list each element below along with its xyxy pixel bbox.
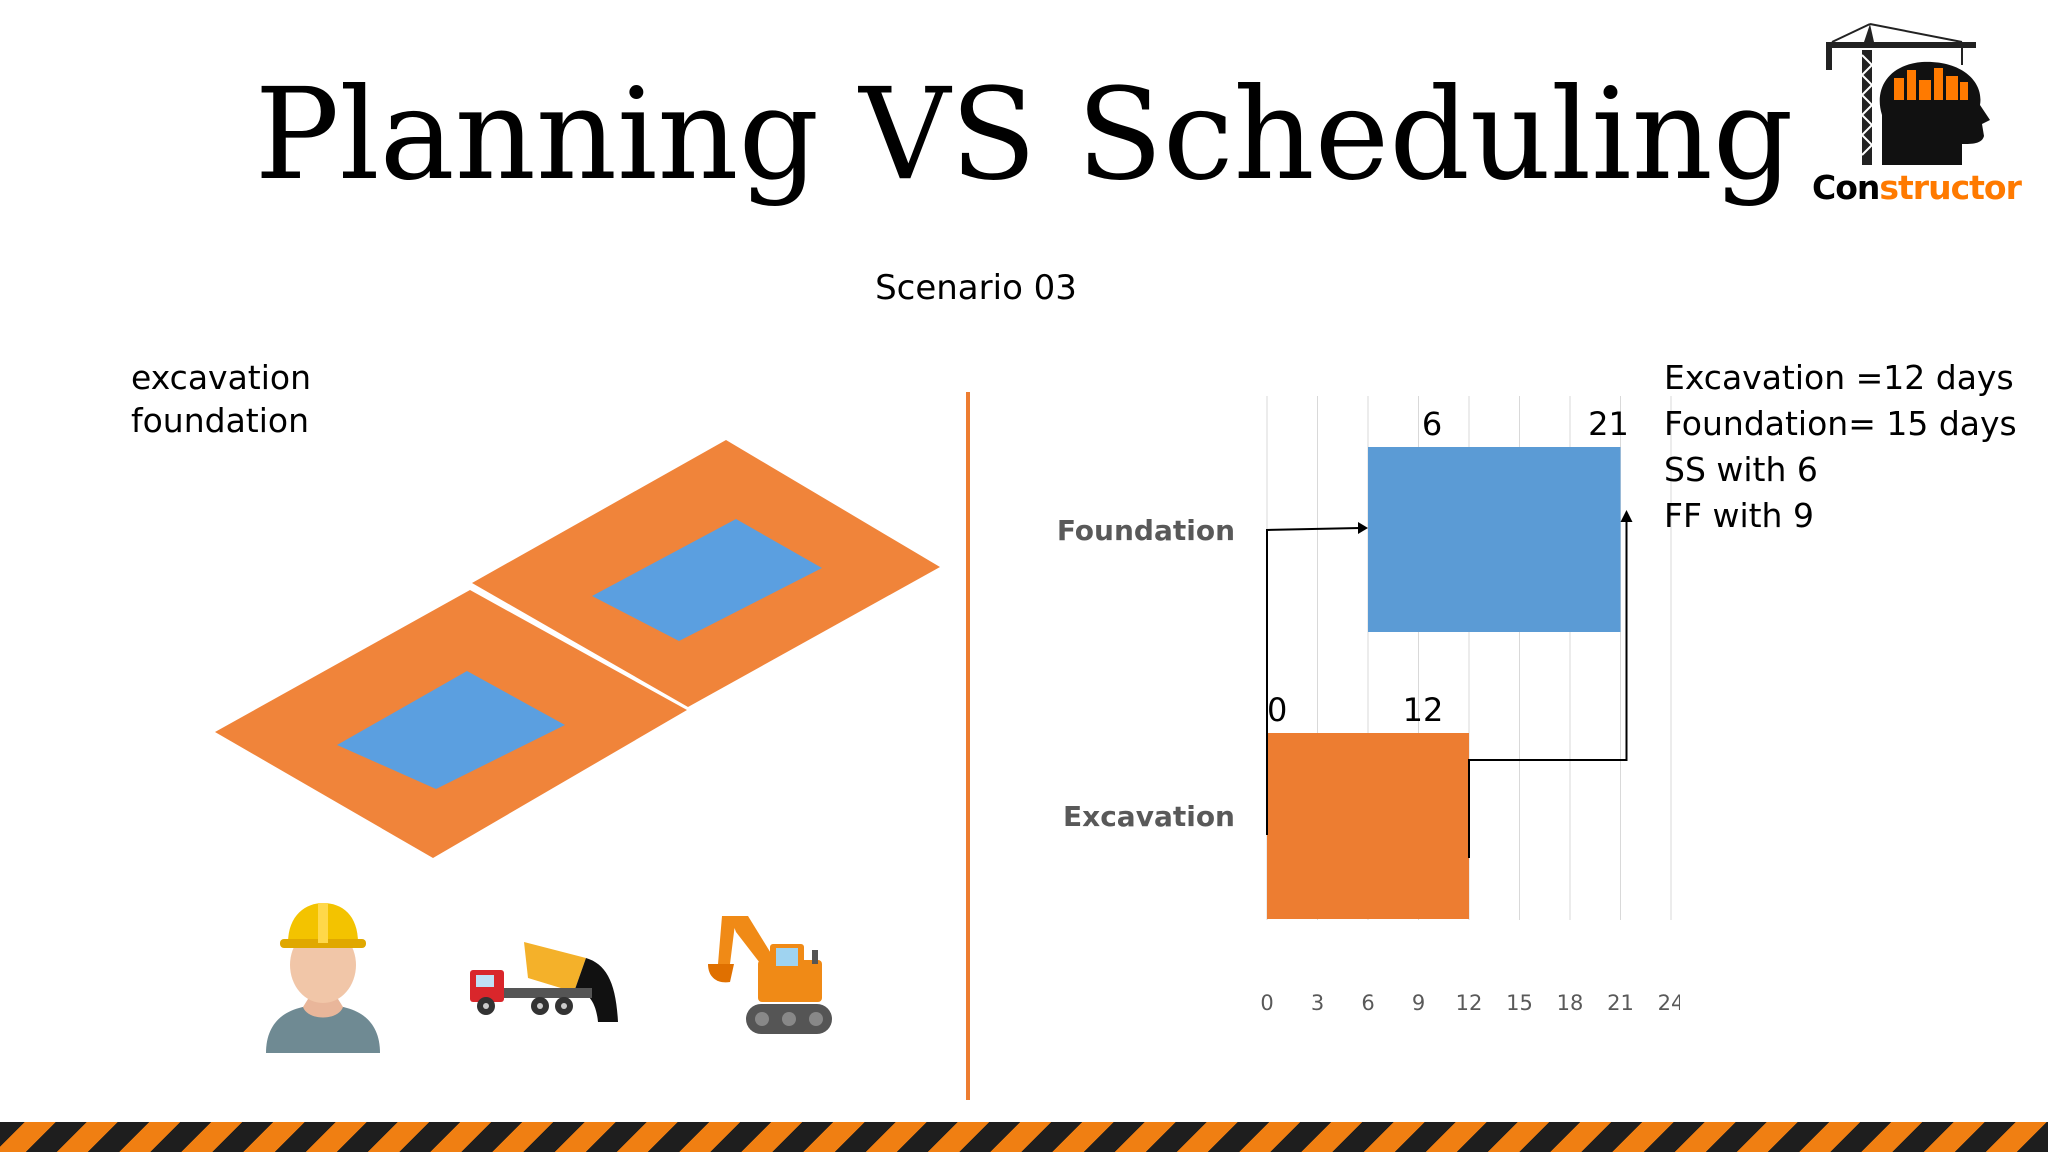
activity-item: foundation <box>131 401 310 440</box>
x-tick-label: 9 <box>1412 991 1425 1015</box>
bar-end-label: 12 <box>1403 691 1444 729</box>
ss-link-line <box>1266 527 1361 835</box>
x-tick-label: 3 <box>1311 991 1324 1015</box>
x-tick-label: 18 <box>1557 991 1584 1015</box>
fact-foundation-duration: Foundation= 15 days <box>1664 404 2017 443</box>
activity-item: excavation <box>131 358 312 397</box>
crane-head-logo-icon <box>1826 23 1990 165</box>
logo-wordmark: Constructor <box>1812 168 2022 207</box>
ff-link-line <box>1468 520 1628 858</box>
foundation-area-right <box>592 519 822 641</box>
x-tick-label: 21 <box>1607 991 1634 1015</box>
excavator-icon <box>708 916 832 1034</box>
fact-ff-relation: FF with 9 <box>1664 496 1814 535</box>
ff-link-arrowhead <box>1620 510 1633 522</box>
slide-title: Planning VS Scheduling <box>254 61 1794 208</box>
x-tick-label: 15 <box>1506 991 1533 1015</box>
category-label: Foundation <box>1057 514 1235 547</box>
hazard-stripe-footer <box>0 1122 2048 1152</box>
site-illustration <box>215 440 940 858</box>
logo-text-dark: Con <box>1812 168 1880 207</box>
x-tick-label: 0 <box>1260 991 1273 1015</box>
constructor-logo: Constructor <box>1812 20 2022 215</box>
gantt-chart: 0 3 6 9 12 15 18 21 24 Foundation 6 21 Excavation 0 12 <box>1057 396 1680 1015</box>
bar-excavation <box>1267 733 1469 919</box>
fact-excavation-duration: Excavation =12 days <box>1664 358 2014 397</box>
activities-list: excavation foundation <box>131 356 311 442</box>
x-tick-label: 24 <box>1658 991 1680 1015</box>
foundation-area-left <box>337 671 565 789</box>
x-tick-label: 12 <box>1456 991 1483 1015</box>
durations-and-relations: Excavation =12 days Foundation= 15 days … <box>1664 355 2017 539</box>
worker-icon <box>266 903 380 1053</box>
bar-end-label: 21 <box>1588 405 1629 443</box>
category-label: Excavation <box>1063 800 1235 833</box>
bar-foundation <box>1368 447 1621 632</box>
bar-start-label: 0 <box>1267 691 1287 729</box>
x-tick-label: 6 <box>1361 991 1374 1015</box>
fact-ss-relation: SS with 6 <box>1664 450 1818 489</box>
dump-truck-icon <box>470 942 618 1022</box>
logo-text-orange: structor <box>1879 168 2021 207</box>
scenario-label: Scenario 03 <box>875 268 1077 308</box>
section-divider <box>966 392 970 1100</box>
bar-start-label: 6 <box>1422 405 1442 443</box>
ss-link-arrowhead <box>1358 522 1368 534</box>
